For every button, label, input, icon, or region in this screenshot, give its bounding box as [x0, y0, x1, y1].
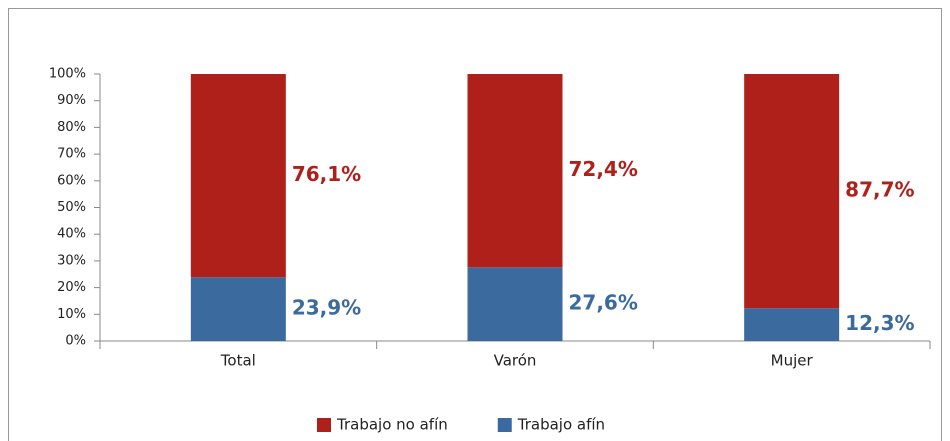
y-tick-label: 80%: [57, 120, 86, 135]
chart-frame: [8, 8, 942, 441]
y-tick-label: 90%: [57, 93, 86, 108]
y-tick-label: 10%: [57, 307, 86, 322]
y-tick-label: 0%: [65, 334, 86, 349]
y-tick-label: 20%: [57, 280, 86, 295]
bar-segment: [467, 267, 563, 341]
data-label: 27,6%: [569, 291, 638, 315]
x-tick-label: Varón: [494, 352, 537, 370]
y-tick-label: 50%: [57, 200, 86, 215]
data-label: 72,4%: [569, 157, 638, 181]
legend-swatch: [317, 418, 331, 432]
x-tick-label: Mujer: [771, 352, 814, 370]
bar-segment: [190, 74, 286, 278]
data-label: 12,3%: [845, 311, 914, 335]
data-label: 87,7%: [845, 178, 914, 202]
y-tick-label: 60%: [57, 173, 86, 188]
bar-segment: [744, 308, 840, 341]
y-tick-label: 40%: [57, 227, 86, 242]
y-tick-label: 70%: [57, 147, 86, 162]
bar-segment: [744, 74, 840, 309]
data-label: 76,1%: [292, 162, 361, 186]
legend-swatch: [497, 418, 512, 432]
legend-label: Trabajo afín: [517, 416, 605, 434]
y-tick-label: 100%: [49, 67, 86, 82]
y-tick-label: 30%: [57, 253, 86, 268]
bar-segment: [467, 74, 563, 268]
data-label: 23,9%: [292, 296, 361, 320]
bar-segment: [190, 277, 286, 341]
legend-label: Trabajo no afín: [336, 416, 448, 434]
x-tick-label: Total: [220, 352, 256, 370]
